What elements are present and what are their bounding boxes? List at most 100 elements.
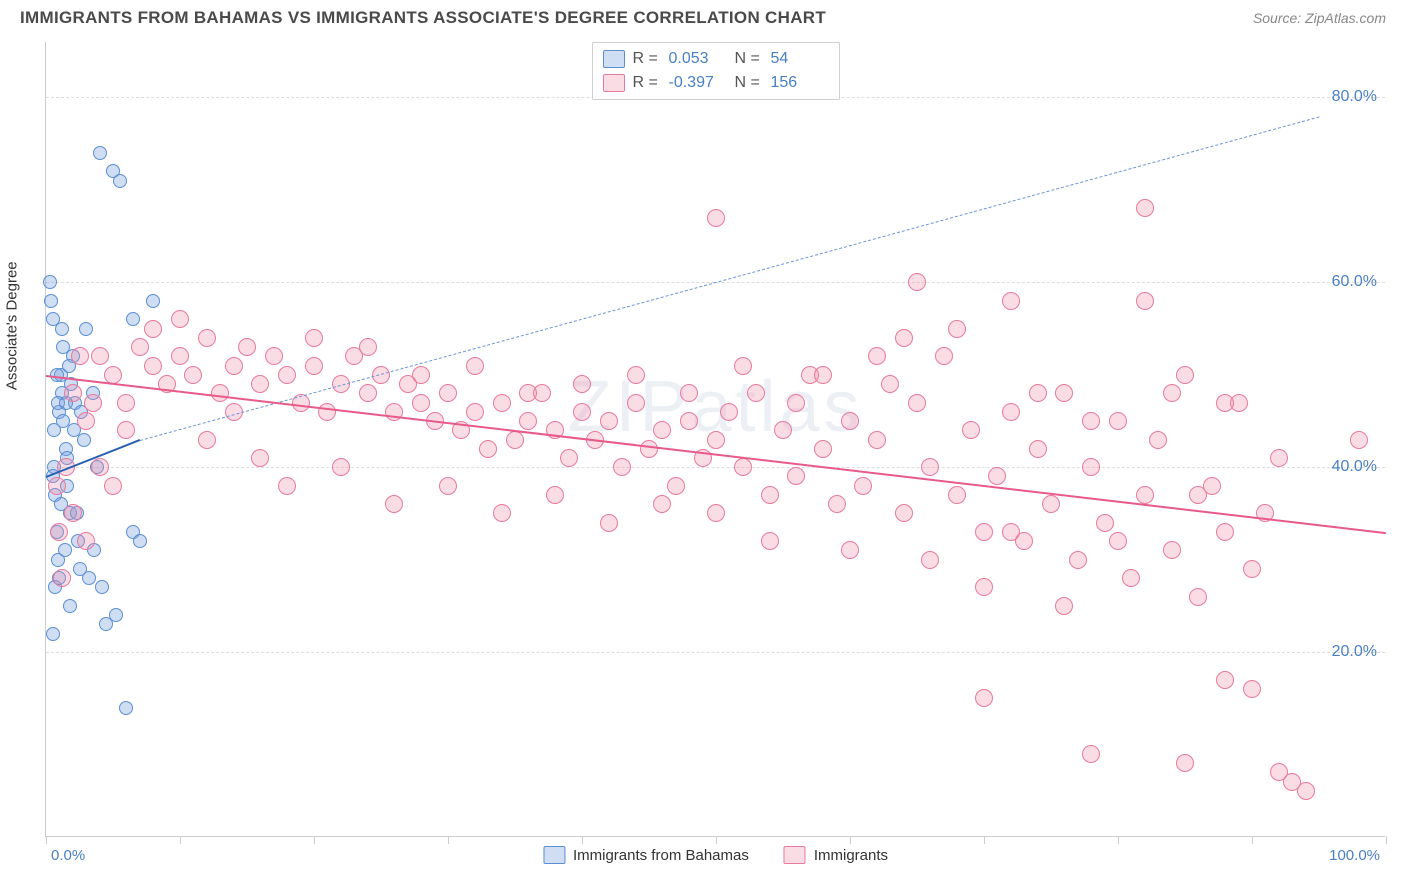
data-point	[734, 357, 752, 375]
data-point	[573, 375, 591, 393]
data-point	[1029, 384, 1047, 402]
chart-header: IMMIGRANTS FROM BAHAMAS VS IMMIGRANTS AS…	[0, 0, 1406, 32]
data-point	[133, 534, 147, 548]
data-point	[479, 440, 497, 458]
data-point	[1136, 292, 1154, 310]
data-point	[868, 347, 886, 365]
data-point	[109, 608, 123, 622]
r-value-bahamas: 0.053	[669, 47, 727, 71]
data-point	[385, 495, 403, 513]
data-point	[93, 146, 107, 160]
data-point	[198, 431, 216, 449]
data-point	[921, 551, 939, 569]
data-point	[77, 532, 95, 550]
data-point	[144, 320, 162, 338]
data-point	[1216, 671, 1234, 689]
x-tick	[716, 836, 717, 844]
y-tick-label: 60.0%	[1332, 273, 1377, 291]
data-point	[935, 347, 953, 365]
data-point	[1243, 560, 1261, 578]
data-point	[50, 523, 68, 541]
data-point	[841, 412, 859, 430]
data-point	[359, 338, 377, 356]
data-point	[1029, 440, 1047, 458]
x-tick	[850, 836, 851, 844]
data-point	[332, 458, 350, 476]
n-label: N =	[735, 47, 763, 71]
data-point	[962, 421, 980, 439]
data-point	[238, 338, 256, 356]
data-point	[707, 431, 725, 449]
data-point	[63, 599, 77, 613]
data-point	[1216, 523, 1234, 541]
y-tick-label: 20.0%	[1332, 643, 1377, 661]
data-point	[908, 394, 926, 412]
data-point	[720, 403, 738, 421]
r-label: R =	[633, 71, 661, 95]
swatch-immigrants-icon	[784, 846, 806, 864]
data-point	[613, 458, 631, 476]
data-point	[1270, 763, 1288, 781]
data-point	[1189, 486, 1207, 504]
data-point	[761, 532, 779, 550]
data-point	[1136, 199, 1154, 217]
data-point	[44, 294, 58, 308]
data-point	[1189, 588, 1207, 606]
data-point	[560, 449, 578, 467]
data-point	[868, 431, 886, 449]
swatch-immigrants	[603, 74, 625, 92]
data-point	[117, 421, 135, 439]
data-point	[104, 477, 122, 495]
data-point	[359, 384, 377, 402]
y-tick-label: 80.0%	[1332, 88, 1377, 106]
data-point	[814, 440, 832, 458]
data-point	[104, 366, 122, 384]
data-point	[1350, 431, 1368, 449]
data-point	[412, 394, 430, 412]
gridline	[46, 467, 1385, 468]
x-axis-max-label: 100.0%	[1329, 847, 1380, 864]
data-point	[84, 394, 102, 412]
data-point	[198, 329, 216, 347]
data-point	[53, 569, 71, 587]
gridline	[46, 652, 1385, 653]
data-point	[91, 458, 109, 476]
data-point	[119, 701, 133, 715]
data-point	[131, 338, 149, 356]
data-point	[841, 541, 859, 559]
data-point	[1163, 384, 1181, 402]
data-point	[71, 347, 89, 365]
chart-source: Source: ZipAtlas.com	[1253, 10, 1386, 26]
data-point	[707, 504, 725, 522]
data-point	[1122, 569, 1140, 587]
data-point	[895, 504, 913, 522]
data-point	[55, 322, 69, 336]
data-point	[77, 412, 95, 430]
data-point	[95, 580, 109, 594]
data-point	[1082, 745, 1100, 763]
data-point	[1055, 597, 1073, 615]
chart-plot-area: ZIPatlas R = 0.053 N = 54 R = -0.397 N =…	[45, 42, 1385, 837]
data-point	[881, 375, 899, 393]
data-point	[265, 347, 283, 365]
legend-item-bahamas: Immigrants from Bahamas	[543, 846, 749, 864]
data-point	[184, 366, 202, 384]
data-point	[58, 543, 72, 557]
data-point	[667, 477, 685, 495]
data-point	[439, 384, 457, 402]
data-point	[1042, 495, 1060, 513]
x-tick	[448, 836, 449, 844]
data-point	[975, 578, 993, 596]
data-point	[1082, 458, 1100, 476]
data-point	[573, 403, 591, 421]
data-point	[171, 347, 189, 365]
data-point	[251, 449, 269, 467]
x-tick	[180, 836, 181, 844]
trend-line	[140, 116, 1319, 441]
data-point	[1270, 449, 1288, 467]
data-point	[43, 275, 57, 289]
data-point	[975, 689, 993, 707]
data-point	[305, 329, 323, 347]
data-point	[506, 431, 524, 449]
x-tick	[984, 836, 985, 844]
